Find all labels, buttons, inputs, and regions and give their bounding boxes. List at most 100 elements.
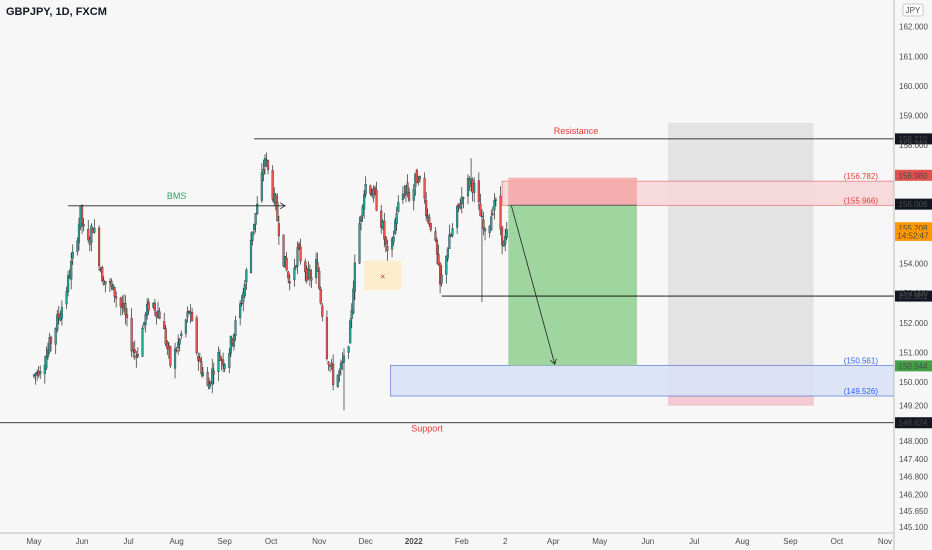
candle-body — [54, 327, 57, 345]
candle-body — [195, 317, 198, 354]
candle-body — [321, 305, 324, 317]
x-tick-label: May — [592, 537, 607, 546]
projection-arrowhead — [550, 358, 557, 365]
candle-body — [65, 291, 68, 305]
currency-badge[interactable]: JPY — [902, 3, 924, 17]
candle-body — [417, 180, 420, 183]
x-tick-label: Oct — [831, 537, 844, 546]
candle-body — [200, 361, 203, 374]
demand-zone[interactable] — [390, 364, 895, 397]
candle-body — [217, 352, 220, 372]
take-profit-zone[interactable] — [508, 205, 637, 366]
candle-body — [177, 342, 180, 348]
supply-zone-bottom-label: (155.966) — [844, 196, 879, 205]
candle-body — [46, 349, 50, 358]
invalidation-cross: × — [380, 271, 385, 281]
candle-body — [164, 328, 167, 345]
candle-body — [440, 274, 443, 284]
candle-body — [115, 296, 118, 299]
x-tick-label: Nov — [878, 537, 892, 546]
candle-body — [218, 355, 222, 361]
candle-body — [262, 168, 265, 175]
candle-body — [271, 170, 274, 200]
candle-body — [482, 219, 485, 229]
candle-body — [135, 355, 138, 358]
candle-body — [403, 193, 406, 196]
candle-body — [101, 267, 104, 282]
x-tick-label: Jul — [689, 537, 699, 546]
candle-body — [249, 239, 253, 273]
candle-body — [56, 314, 59, 331]
candle-body — [39, 371, 42, 375]
candle-body — [186, 311, 189, 318]
candle-body — [93, 227, 96, 233]
level-price-badge — [895, 417, 932, 429]
candle-body — [88, 243, 91, 245]
x-tick-label: May — [26, 537, 41, 546]
candle-body — [90, 225, 93, 243]
candle-body — [293, 267, 296, 281]
candle-body — [274, 195, 277, 204]
candle-body — [70, 261, 73, 280]
time-projection-box[interactable] — [667, 122, 814, 406]
level-price-text: 148.624 — [899, 419, 928, 428]
candle-body — [242, 292, 245, 303]
candle-body — [211, 368, 214, 385]
y-tick-label: 154.000 — [899, 260, 928, 269]
candle-body — [353, 262, 356, 292]
y-tick-label: 158.000 — [899, 141, 928, 150]
price-badge-text: 156.980 — [899, 171, 928, 180]
y-tick-label: 152.000 — [899, 319, 928, 328]
candle-body — [504, 236, 507, 245]
price-badge-text: 150.544 — [899, 362, 928, 371]
candle-body — [254, 213, 257, 225]
y-tick-label: 145.100 — [899, 523, 928, 532]
candle-body — [304, 261, 307, 273]
candle-body — [153, 302, 156, 311]
price-badge — [895, 169, 932, 181]
candle-body — [173, 348, 177, 369]
level-price-badge — [895, 290, 932, 302]
candle-body — [104, 281, 107, 285]
candle-body — [198, 358, 201, 362]
candle-body — [369, 185, 372, 194]
y-tick-label: 148.000 — [899, 437, 928, 446]
candle-body — [222, 359, 225, 366]
candle-body — [435, 240, 439, 255]
bms-label: BMS — [167, 191, 187, 201]
candle-body — [338, 370, 341, 375]
candle-body — [446, 248, 449, 259]
candle-body — [448, 234, 451, 250]
order-block-box[interactable] — [364, 260, 402, 291]
candle-body — [263, 158, 267, 167]
candle-body — [34, 373, 37, 376]
candle-body — [239, 303, 242, 318]
candle-body — [113, 286, 116, 297]
x-tick-label: Apr — [547, 537, 560, 546]
candle-body — [288, 281, 291, 284]
candle-body — [256, 203, 259, 215]
candle-body — [347, 346, 350, 353]
x-tick-label: 2 — [503, 537, 508, 546]
level-price-text: 152.901 — [899, 292, 928, 301]
price-badge-text: 155.208 — [899, 224, 928, 233]
stop-loss-zone[interactable] — [508, 177, 637, 206]
bms-arrowhead — [279, 202, 286, 210]
candle-body — [483, 229, 487, 232]
price-badge-text: 156.006 — [899, 200, 928, 209]
candle-body — [490, 216, 493, 231]
candle-body — [266, 160, 270, 170]
level-price-badge — [895, 133, 932, 145]
x-tick-label: Nov — [312, 537, 326, 546]
projection-arrow[interactable] — [511, 205, 556, 365]
x-tick-label: Sep — [783, 537, 798, 546]
candle-body — [342, 355, 346, 363]
candle-body — [125, 314, 129, 318]
candle-body — [392, 236, 395, 243]
currency-label: JPY — [906, 6, 921, 15]
candle-body — [439, 262, 442, 285]
candle-body — [349, 320, 352, 344]
candle-body — [158, 311, 161, 319]
